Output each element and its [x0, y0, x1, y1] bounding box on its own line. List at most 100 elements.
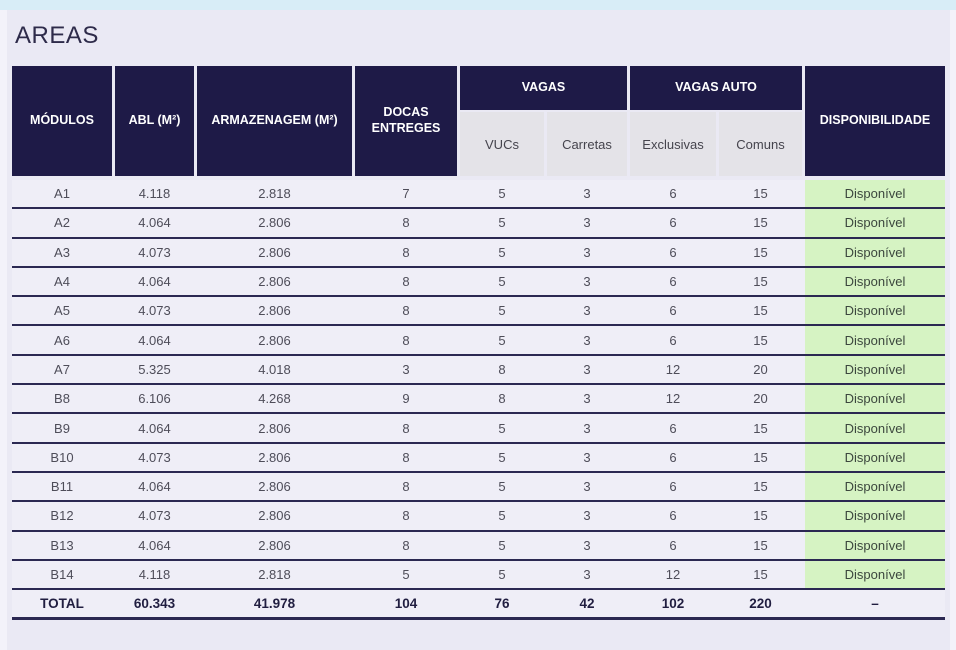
cell-armazenagem: 4.268 — [258, 391, 291, 407]
cell-docas: 3 — [402, 361, 410, 377]
cell-disponibilidade: Disponível — [805, 238, 945, 266]
subheader-exclusivas: Exclusivas — [630, 112, 716, 176]
cell-exclusivas: 6 — [669, 303, 677, 319]
cell-modulo: B11 — [50, 479, 74, 495]
cell-vucs: 8 — [498, 391, 506, 407]
cell-exclusivas: 6 — [669, 449, 677, 465]
cell-docas: 7 — [402, 186, 410, 202]
cell-carretas: 3 — [583, 420, 591, 436]
cell-exclusivas: 6 — [669, 537, 677, 553]
cell-comuns: 15 — [753, 215, 768, 231]
cell-disponibilidade: Disponível — [805, 560, 945, 589]
cell-exclusivas: 12 — [665, 567, 681, 582]
cell-vucs: 5 — [498, 479, 506, 495]
cell-carretas: 3 — [583, 274, 591, 290]
cell-docas: 8 — [402, 303, 410, 319]
header-group-vagas-auto: VAGAS AUTO — [630, 66, 802, 110]
cell-exclusivas: 6 — [669, 186, 677, 202]
cell-disponibilidade: Disponível — [805, 209, 945, 237]
cell-vucs: 5 — [498, 244, 506, 260]
cell-docas: 9 — [402, 391, 410, 407]
cell-modulo: B14 — [50, 567, 74, 582]
cell-modulo: B13 — [50, 537, 74, 553]
cell-armazenagem: 2.806 — [258, 215, 291, 231]
table-row: B11 4.064 2.806 8 5 3 6 15 Disponível — [12, 472, 945, 503]
cell-abl: 5.325 — [138, 361, 171, 377]
cell-abl: 4.073 — [138, 449, 171, 465]
subheader-comuns: Comuns — [719, 112, 802, 176]
cell-armazenagem: 2.806 — [258, 508, 291, 524]
table-row: B10 4.073 2.806 8 5 3 6 15 Disponível — [12, 443, 945, 473]
cell-abl: 4.064 — [138, 332, 171, 348]
cell-disponibilidade: Disponível — [805, 297, 945, 325]
total-label: TOTAL — [40, 596, 84, 612]
cell-modulo: B8 — [54, 391, 70, 407]
cell-carretas: 3 — [583, 479, 591, 495]
header-armazenagem: ARMAZENAGEM (M²) — [197, 66, 352, 176]
total-exclusivas: 102 — [661, 596, 685, 612]
page-title: AREAS — [15, 22, 99, 49]
total-carretas: 42 — [579, 596, 595, 612]
cell-docas: 8 — [402, 274, 410, 290]
cell-comuns: 15 — [753, 479, 768, 495]
table-row: B8 6.106 4.268 9 8 3 12 20 Disponível — [12, 385, 945, 415]
cell-vucs: 5 — [498, 332, 506, 348]
cell-armazenagem: 4.018 — [258, 361, 291, 377]
cell-modulo: B12 — [50, 508, 74, 524]
cell-vucs: 5 — [498, 449, 506, 465]
total-abl: 60.343 — [133, 596, 176, 612]
cell-comuns: 15 — [753, 303, 768, 319]
cell-carretas: 3 — [583, 186, 591, 202]
cell-comuns: 15 — [753, 449, 768, 465]
cell-armazenagem: 2.806 — [258, 449, 291, 465]
cell-disponibilidade: Disponível — [805, 502, 945, 530]
cell-disponibilidade: Disponível — [805, 531, 945, 559]
cell-disponibilidade: Disponível — [805, 414, 945, 442]
cell-modulo: A7 — [54, 361, 70, 377]
cell-disponibilidade: Disponível — [805, 180, 945, 208]
cell-exclusivas: 6 — [669, 244, 677, 260]
cell-docas: 8 — [402, 420, 410, 436]
cell-disponibilidade: Disponível — [805, 326, 945, 354]
cell-disponibilidade: Disponível — [805, 385, 945, 413]
total-comuns: 220 — [749, 596, 772, 612]
cell-modulo: A1 — [54, 186, 70, 202]
table-row: B9 4.064 2.806 8 5 3 6 15 Disponível — [12, 414, 945, 444]
table-header: MÓDULOS ABL (M²) ARMAZENAGEM (M²) DOCAS … — [12, 66, 945, 176]
cell-armazenagem: 2.818 — [258, 186, 291, 202]
cell-modulo: A4 — [54, 274, 70, 290]
cell-armazenagem: 2.806 — [258, 332, 291, 348]
cell-armazenagem: 2.818 — [258, 567, 291, 582]
table-row: B14 4.118 2.818 5 5 3 12 15 Disponível — [12, 560, 945, 591]
table-row: A7 5.325 4.018 3 8 3 12 20 Disponível — [12, 355, 945, 386]
total-vucs: 76 — [494, 596, 510, 612]
cell-carretas: 3 — [583, 391, 591, 407]
cell-abl: 4.073 — [138, 508, 171, 524]
cell-comuns: 15 — [753, 567, 768, 582]
cell-docas: 8 — [402, 508, 410, 524]
cell-exclusivas: 6 — [669, 508, 677, 524]
cell-vucs: 5 — [498, 186, 506, 202]
cell-comuns: 15 — [753, 244, 768, 260]
cell-disponibilidade: Disponível — [805, 443, 945, 471]
cell-vucs: 5 — [498, 303, 506, 319]
areas-table: MÓDULOS ABL (M²) ARMAZENAGEM (M²) DOCAS … — [12, 66, 945, 621]
total-armazenagem: 41.978 — [253, 596, 296, 612]
header-abl: ABL (M²) — [115, 66, 194, 176]
cell-abl: 4.064 — [138, 420, 171, 436]
cell-comuns: 15 — [753, 186, 768, 202]
cell-docas: 8 — [402, 244, 410, 260]
cell-docas: 8 — [402, 215, 410, 231]
cell-abl: 4.073 — [138, 244, 171, 260]
cell-abl: 4.064 — [138, 537, 171, 553]
cell-disponibilidade: Disponível — [805, 472, 945, 501]
cell-modulo: B9 — [54, 420, 70, 436]
cell-abl: 4.118 — [138, 186, 171, 202]
cell-modulo: A5 — [54, 303, 70, 319]
cell-docas: 5 — [402, 567, 410, 582]
cell-modulo: A6 — [54, 332, 70, 348]
cell-abl: 4.073 — [138, 303, 171, 319]
cell-armazenagem: 2.806 — [258, 479, 291, 495]
cell-disponibilidade: Disponível — [805, 267, 945, 296]
cell-docas: 8 — [402, 537, 410, 553]
